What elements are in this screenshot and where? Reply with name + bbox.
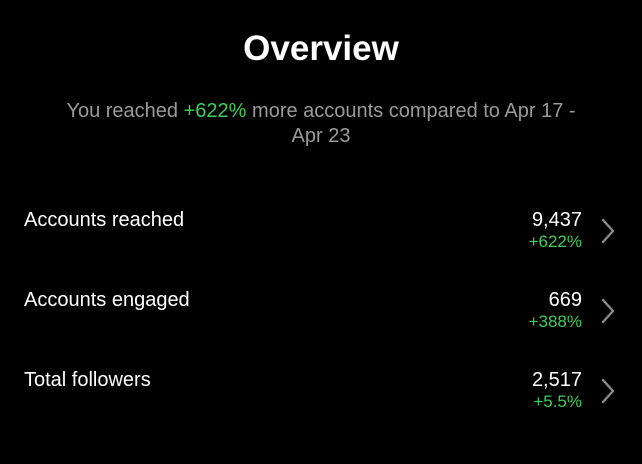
chevron xyxy=(601,298,615,324)
subtitle-highlight: +622% xyxy=(183,100,247,122)
metric-row[interactable]: Total followers 2,517 +5.5% xyxy=(0,368,642,438)
subtitle-text: You reached xyxy=(66,100,179,122)
subtitle: You reached +622% more accounts compared… xyxy=(50,99,592,149)
chevron xyxy=(601,218,615,244)
metric-value: 669 xyxy=(548,289,582,311)
metric-label: Total followers xyxy=(24,369,151,391)
metric-row[interactable]: Accounts reached 9,437 +622% xyxy=(0,208,642,278)
metric-change: +622% xyxy=(528,232,582,251)
metric-label: Accounts reached xyxy=(24,209,185,231)
metric-change: +388% xyxy=(528,312,582,331)
metric-row[interactable]: Accounts engaged 669 +388% xyxy=(0,288,642,358)
metric-value: 2,517 xyxy=(531,369,582,391)
metric-value: 9,437 xyxy=(531,209,582,231)
metric-change: +5.5% xyxy=(533,392,582,411)
title: Overview xyxy=(243,29,399,68)
metric-label: Accounts engaged xyxy=(24,289,190,311)
chevron xyxy=(601,378,615,404)
subtitle-text: more accounts compared to Apr 17 - Apr 2… xyxy=(252,100,576,147)
